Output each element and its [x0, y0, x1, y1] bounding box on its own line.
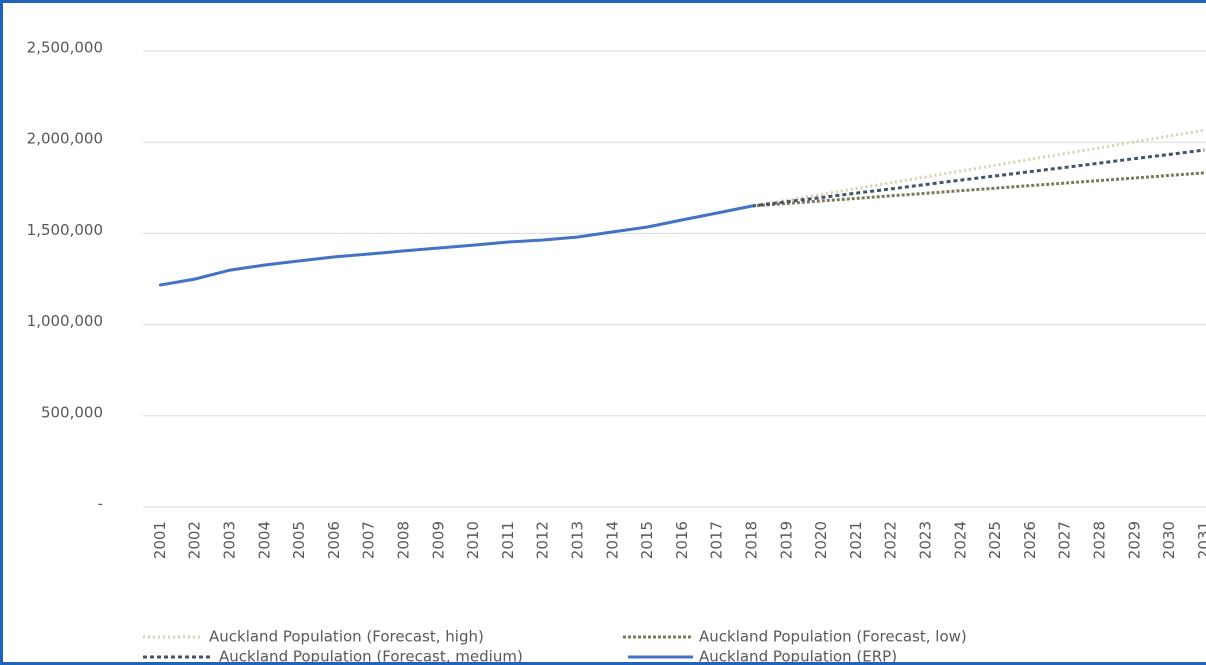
y-tick-label: 2,000,000 — [27, 130, 103, 148]
x-tick-label: 2018 — [743, 521, 761, 559]
chart: - 500,000 1,000,000 1,500,000 2,000,000 2,500… — [27, 39, 1206, 663]
x-tick-label: 2023 — [917, 521, 935, 559]
x-tick-label: 2020 — [812, 521, 830, 559]
x-tick-label: 2011 — [499, 521, 517, 559]
y-tick-label: 1,000,000 — [27, 312, 103, 330]
x-tick-label: 2007 — [360, 521, 378, 559]
x-tick-label: 2029 — [1125, 521, 1143, 559]
series-line — [751, 128, 1205, 208]
x-tick-label: 2010 — [464, 521, 482, 559]
x-tick-label: 2006 — [325, 521, 343, 559]
x-tick-label: 2025 — [986, 521, 1004, 559]
series-line — [158, 204, 754, 287]
series-line — [751, 171, 1205, 208]
y-tick-label: - — [98, 495, 103, 513]
x-tick-label: 2012 — [534, 521, 552, 559]
series-line — [751, 148, 1205, 208]
x-tick-label: 2008 — [395, 521, 413, 559]
x-tick-label: 2016 — [673, 521, 691, 559]
x-tick-label: 2019 — [777, 521, 795, 559]
x-tick-label: 2004 — [255, 521, 273, 559]
legend-label: Auckland Population (Forecast, low) — [699, 628, 967, 646]
x-tick-label: 2005 — [290, 521, 308, 559]
x-tick-label: 2027 — [1056, 521, 1074, 559]
y-tick-label: 1,500,000 — [27, 221, 103, 239]
x-tick-label: 2026 — [1021, 521, 1039, 559]
x-tick-label: 2002 — [186, 521, 204, 559]
x-tick-label: 2031 — [1195, 521, 1206, 559]
x-tick-label: 2024 — [951, 521, 969, 559]
x-tick-label: 2001 — [151, 521, 169, 559]
x-tick-label: 2017 — [708, 521, 726, 559]
x-tick-label: 2013 — [569, 521, 587, 559]
x-tick-label: 2014 — [603, 521, 621, 559]
x-tick-label: 2009 — [429, 521, 447, 559]
x-tick-label: 2030 — [1160, 521, 1178, 559]
x-tick-label: 2015 — [638, 521, 656, 559]
legend-label: Auckland Population (ERP) — [699, 648, 897, 663]
legend-label: Auckland Population (Forecast, medium) — [219, 648, 523, 663]
y-tick-label: 500,000 — [41, 403, 103, 421]
legend-label: Auckland Population (Forecast, high) — [209, 628, 484, 646]
x-tick-label: 2021 — [847, 521, 865, 559]
x-tick-label: 2022 — [882, 521, 900, 559]
y-tick-label: 2,500,000 — [27, 39, 103, 57]
x-tick-label: 2003 — [221, 521, 239, 559]
x-tick-label: 2028 — [1091, 521, 1109, 559]
